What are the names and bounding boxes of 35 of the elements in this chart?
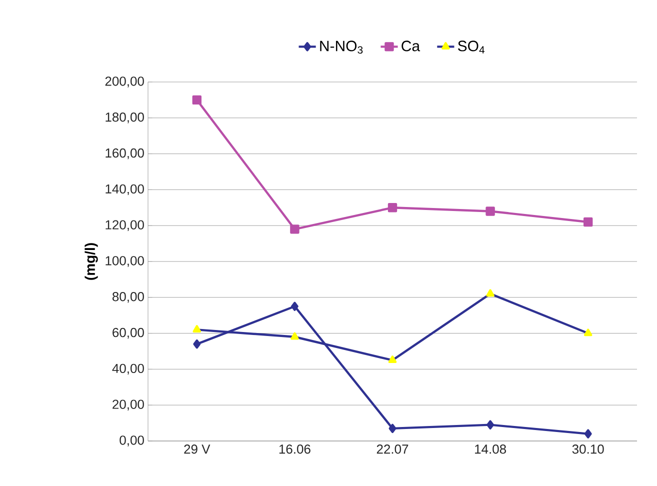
point — [290, 302, 298, 311]
y-tick-label: 200,00 — [105, 76, 144, 88]
y-tick-label: 0,00 — [120, 436, 144, 446]
y-tick-label: 180,00 — [106, 112, 144, 124]
y-tick-label: 40,00 — [112, 364, 144, 375]
point — [290, 224, 300, 234]
y-tick-label: 120,00 — [106, 220, 144, 231]
point — [290, 332, 299, 340]
y-tick-label: 100,00 — [106, 256, 144, 267]
x-tick-label: 14.08 — [475, 444, 506, 454]
legend-label: Ca — [402, 40, 420, 52]
point — [388, 203, 398, 212]
y-tick-label: 140,00 — [106, 184, 144, 196]
x-tick-label: 16.06 — [279, 444, 310, 454]
x-tick-label: 29 V — [184, 444, 210, 454]
y-tick-label: 80,00 — [112, 292, 144, 303]
point — [584, 217, 593, 227]
y-axis-title: (mg/l) — [84, 243, 98, 280]
point — [192, 95, 202, 105]
point — [486, 420, 494, 430]
point — [486, 289, 494, 297]
legend-label: SO$_{4}$ — [458, 40, 485, 54]
y-tick-label: 60,00 — [112, 328, 144, 339]
legend-label: N-NO$_{3}$ — [320, 40, 363, 54]
point — [388, 356, 397, 364]
point — [584, 328, 592, 336]
point — [486, 206, 495, 216]
point — [388, 424, 396, 434]
x-tick-label: 30.10 — [572, 444, 604, 454]
point — [193, 339, 201, 349]
y-tick-label: 160,00 — [106, 148, 144, 160]
x-tick-label: 22.07 — [376, 444, 408, 454]
point — [192, 325, 202, 333]
point — [584, 429, 592, 438]
y-tick-label: 20,00 — [112, 400, 144, 410]
